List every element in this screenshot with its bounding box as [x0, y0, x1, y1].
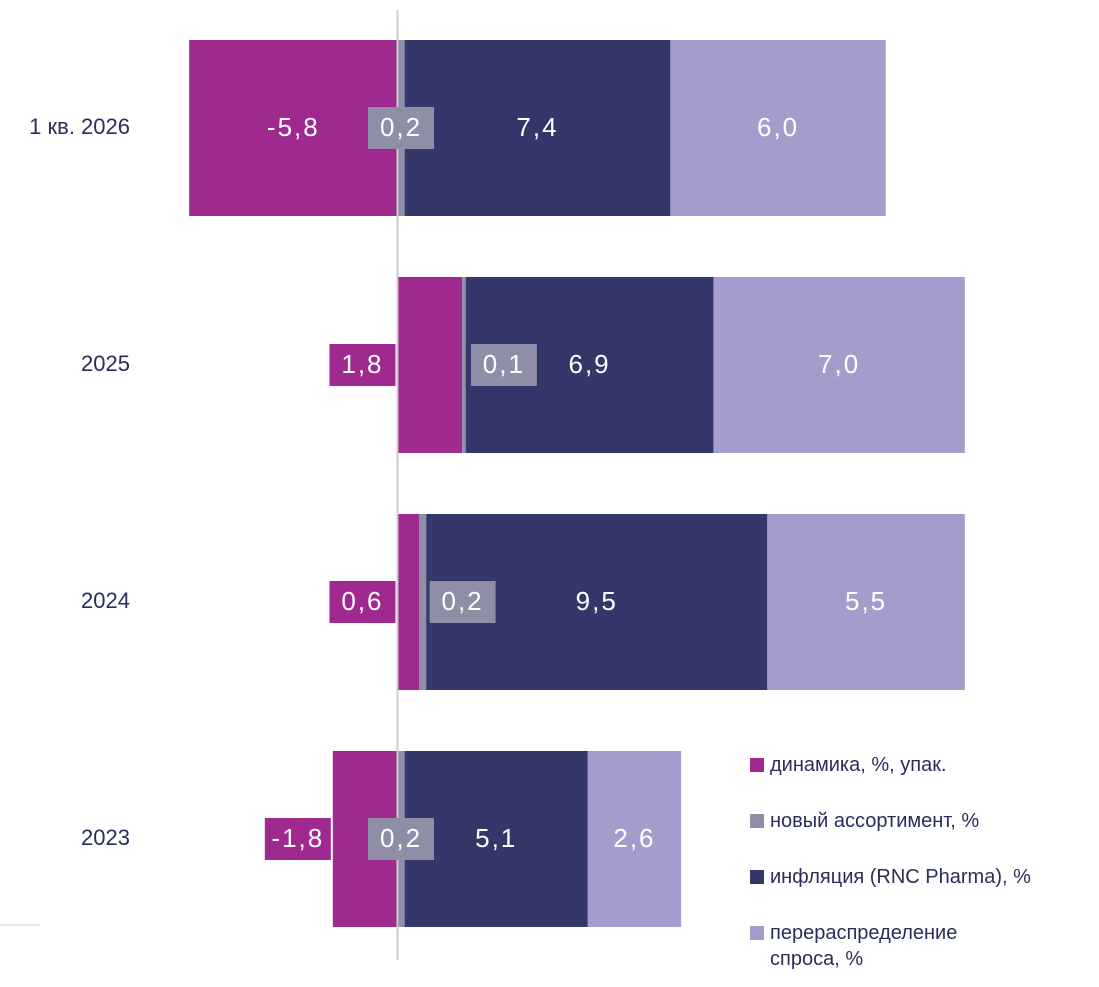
- value-label-box: [329, 344, 396, 386]
- legend-label: перераспределение спроса, %: [770, 922, 958, 970]
- value-label: -1,8: [271, 823, 324, 853]
- value-label: -5,8: [267, 112, 320, 142]
- value-label: 0,2: [380, 823, 422, 853]
- bar-segment: [767, 514, 965, 690]
- value-label: 6,9: [568, 349, 610, 379]
- value-label: 6,0: [757, 112, 799, 142]
- value-label: 1,8: [341, 349, 383, 379]
- value-label: 0,1: [483, 349, 525, 379]
- value-label: 0,2: [442, 586, 484, 616]
- legend-label: инфляция (RNC Pharma), %: [770, 866, 1031, 888]
- legend: динамика, %, упак. новый ассортимент, % ин…: [750, 752, 1095, 987]
- value-label-box: [329, 581, 396, 623]
- legend-swatch: [750, 870, 764, 884]
- bar-segment: [189, 40, 398, 216]
- value-label: 7,4: [516, 112, 558, 142]
- value-label: 5,5: [845, 586, 887, 616]
- legend-item: перераспределение спроса, %: [750, 920, 1095, 972]
- value-label-box: [470, 344, 537, 386]
- legend-item: инфляция (RNC Pharma), %: [750, 864, 1095, 890]
- y-tick-label: 2025: [81, 351, 130, 376]
- value-label: 0,2: [380, 112, 422, 142]
- legend-swatch: [750, 926, 764, 940]
- value-label: 7,0: [818, 349, 860, 379]
- legend-item: динамика, %, упак.: [750, 752, 1095, 778]
- bar-segment: [670, 40, 886, 216]
- legend-label: новый ассортимент, %: [770, 810, 980, 832]
- legend-label: динамика, %, упак.: [770, 754, 947, 776]
- bar-segment: [397, 514, 419, 690]
- bar-segment: [587, 751, 682, 927]
- value-label: 0,6: [341, 586, 383, 616]
- bar-segment: [713, 277, 965, 453]
- bar-segment: [462, 277, 466, 453]
- value-label: 9,5: [576, 586, 618, 616]
- bar-segment: [404, 40, 671, 216]
- legend-swatch: [750, 814, 764, 828]
- value-label: 5,1: [475, 823, 517, 853]
- value-label-box: [368, 107, 435, 149]
- y-tick-label: 2023: [81, 825, 130, 850]
- bar-segment: [419, 514, 427, 690]
- y-tick-label: 2024: [81, 588, 130, 613]
- legend-swatch: [750, 758, 764, 772]
- value-label-box: [368, 818, 435, 860]
- bar-segment: [404, 751, 588, 927]
- value-label-box: [264, 818, 331, 860]
- value-label-box: [429, 581, 496, 623]
- legend-item: новый ассортимент, %: [750, 808, 1095, 834]
- bar-segment: [397, 277, 463, 453]
- y-tick-label: 1 кв. 2026: [29, 114, 130, 139]
- value-label: 2,6: [613, 823, 655, 853]
